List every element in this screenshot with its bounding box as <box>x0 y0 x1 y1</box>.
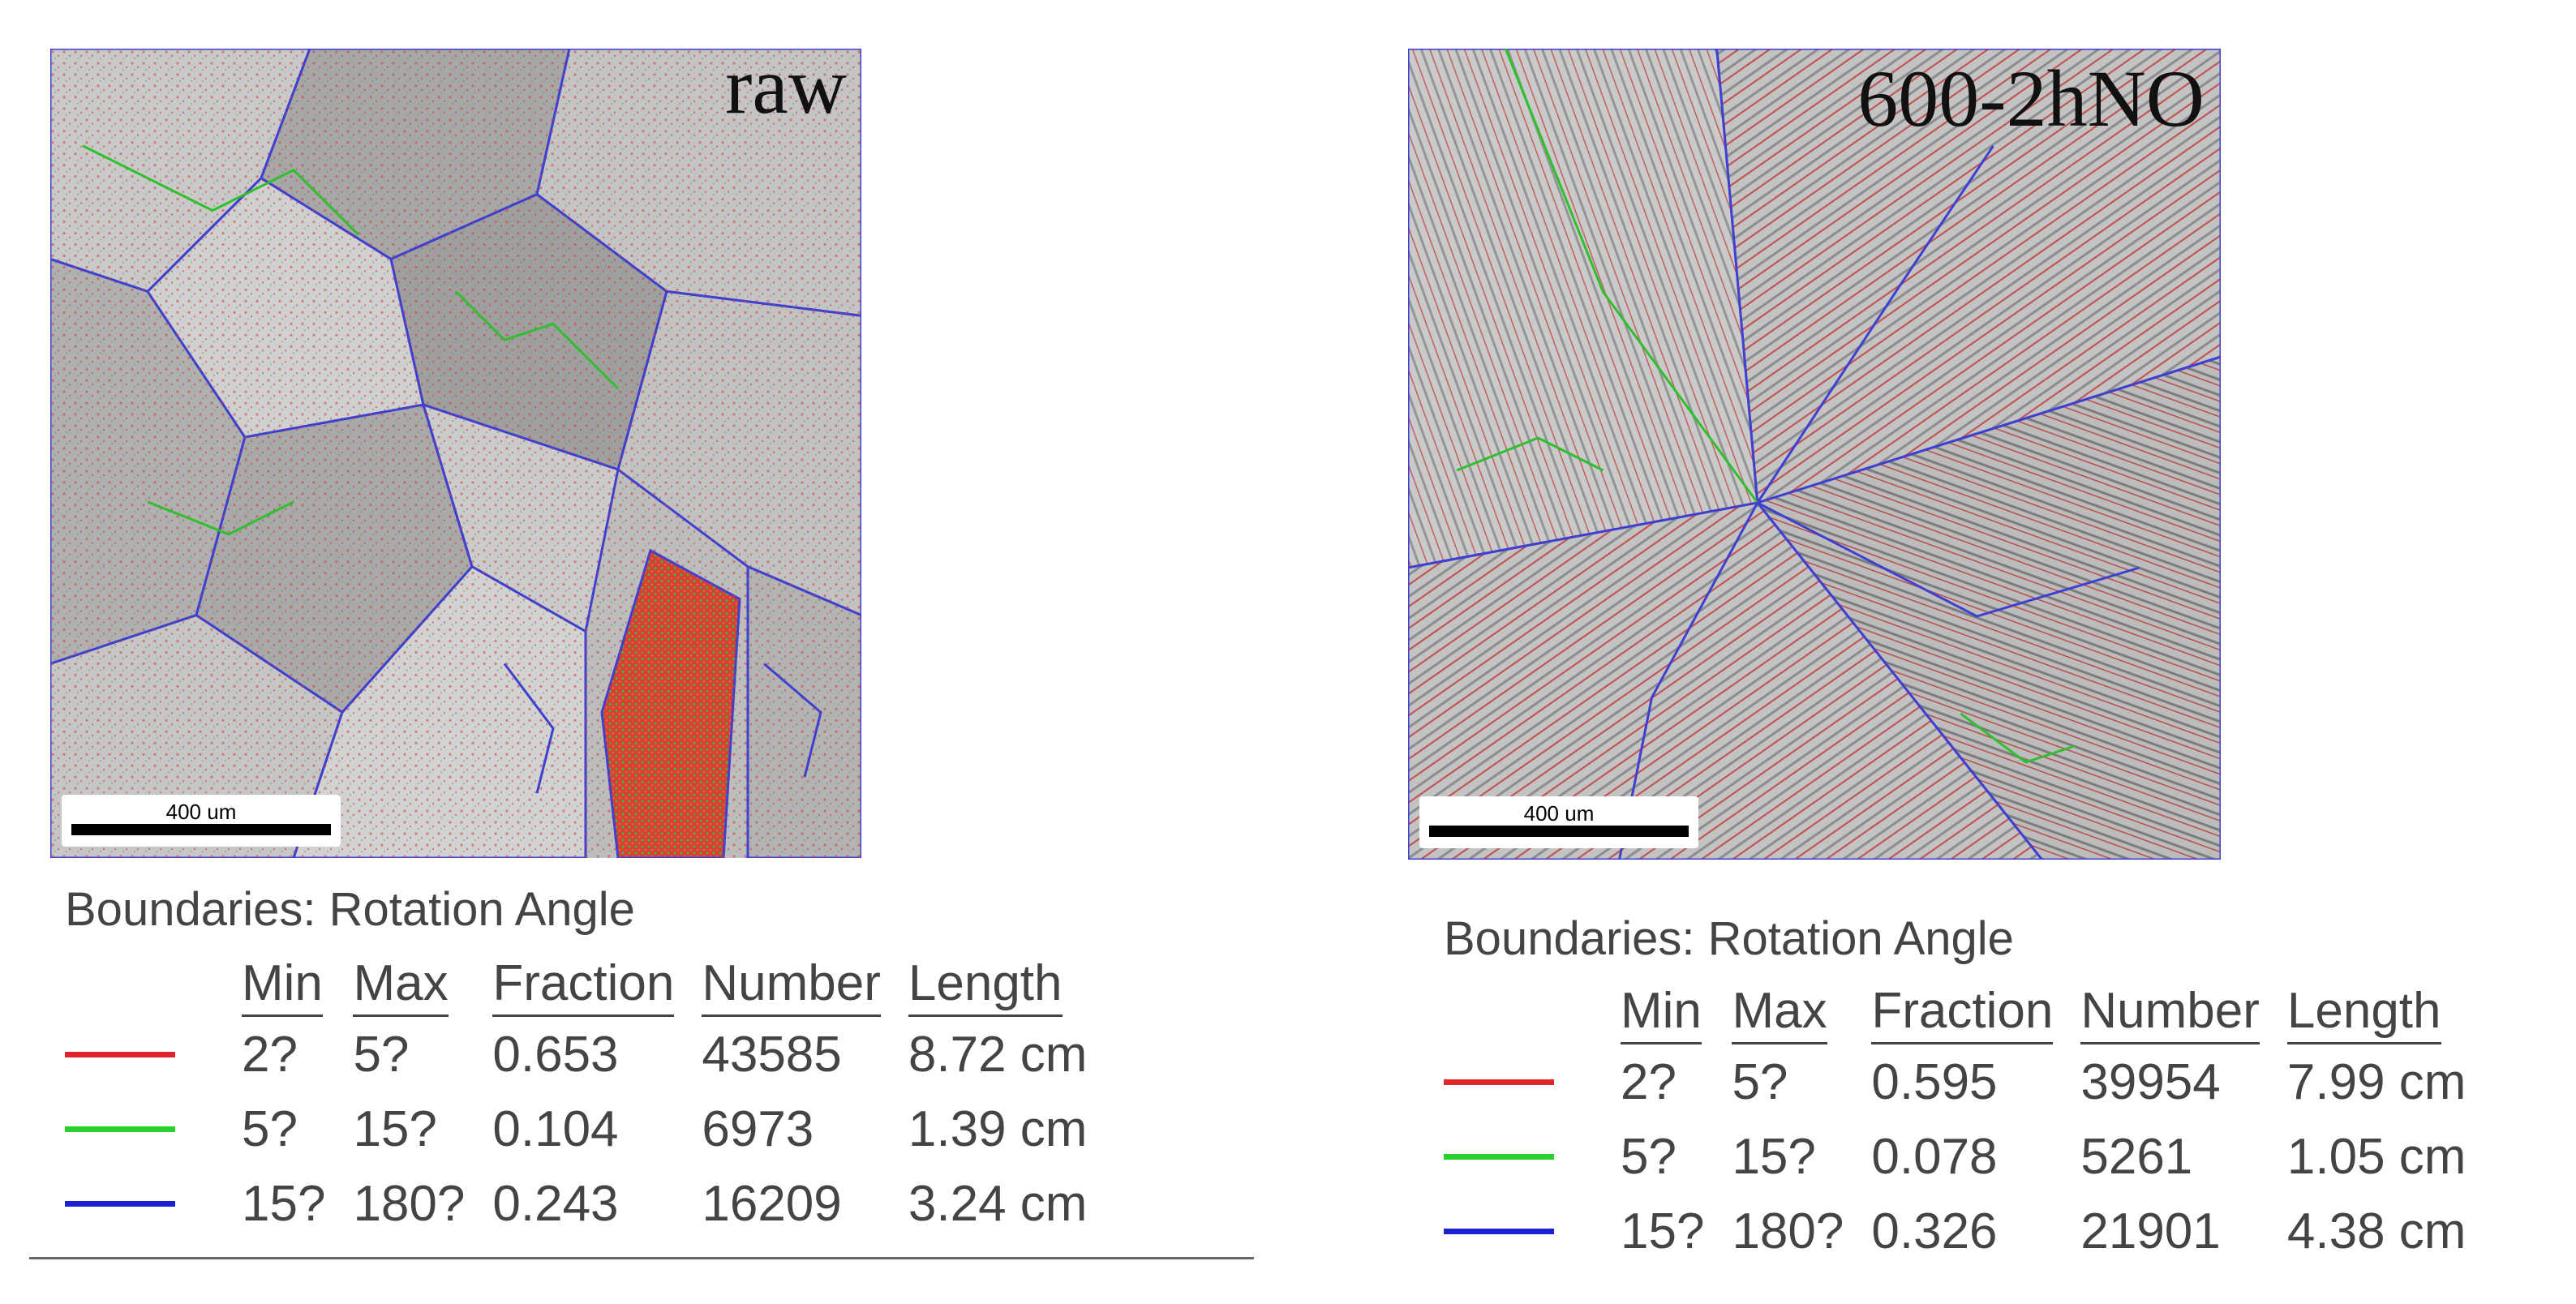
right-row-number: 21901 <box>2080 1203 2221 1259</box>
left-row-max: 5? <box>353 1026 410 1083</box>
left-scale-bar: 400 um <box>62 795 341 847</box>
right-blue-swatch <box>1444 1228 1554 1234</box>
left-legend-header: Min Max Fraction Number Length <box>65 947 1114 1017</box>
right-scale-line <box>1429 826 1689 837</box>
right-row-number: 5261 <box>2080 1128 2193 1185</box>
left-ebsd-map: raw 400 um <box>50 49 861 858</box>
right-header-min: Min <box>1621 983 1702 1044</box>
right-row-length: 1.05 cm <box>2286 1128 2467 1185</box>
right-map-label: 600-2hNO <box>1857 54 2205 144</box>
right-scale-bar: 400 um <box>1419 796 1698 848</box>
right-green-swatch <box>1444 1153 1554 1160</box>
left-map-graphic <box>50 49 861 858</box>
right-header-length: Length <box>2286 983 2441 1044</box>
left-row-fraction: 0.104 <box>492 1100 619 1157</box>
left-row-min: 2? <box>242 1026 298 1083</box>
left-map-label: raw <box>725 49 847 131</box>
right-legend-row: 15? 180? 0.326 21901 4.38 cm <box>1444 1194 2493 1268</box>
right-row-min: 15? <box>1621 1203 1705 1259</box>
left-legend-row: 2? 5? 0.653 43585 8.72 cm <box>65 1017 1114 1092</box>
left-scale-line <box>71 824 331 835</box>
left-legend-row: 15? 180? 0.243 16209 3.24 cm <box>65 1166 1114 1241</box>
right-legend-title: Boundaries: Rotation Angle <box>1444 912 2014 965</box>
left-legend-table: Min Max Fraction Number Length 2? 5? 0.6… <box>65 947 1114 1241</box>
right-map-graphic <box>1408 49 2221 860</box>
right-row-min: 5? <box>1621 1128 1677 1185</box>
left-row-fraction: 0.653 <box>492 1026 619 1083</box>
left-legend-title: Boundaries: Rotation Angle <box>65 883 635 936</box>
right-row-length: 4.38 cm <box>2286 1203 2467 1259</box>
right-row-min: 2? <box>1621 1053 1677 1110</box>
left-row-length: 3.24 cm <box>908 1175 1088 1232</box>
right-row-number: 39954 <box>2080 1053 2221 1110</box>
right-row-fraction: 0.595 <box>1871 1053 1998 1110</box>
right-ebsd-map: 600-2hNO 400 um <box>1408 49 2221 860</box>
left-header-number: Number <box>702 955 881 1017</box>
right-red-swatch <box>1444 1079 1554 1085</box>
left-divider-line <box>29 1257 1254 1259</box>
left-row-fraction: 0.243 <box>492 1175 619 1232</box>
left-green-swatch <box>65 1126 175 1132</box>
left-scale-text: 400 um <box>165 800 237 824</box>
left-row-min: 15? <box>242 1175 326 1232</box>
left-legend-row: 5? 15? 0.104 6973 1.39 cm <box>65 1092 1114 1166</box>
left-row-max: 180? <box>353 1175 466 1232</box>
right-header-number: Number <box>2080 983 2260 1044</box>
left-row-number: 16209 <box>702 1175 842 1232</box>
right-scale-text: 400 um <box>1523 801 1595 826</box>
left-header-min: Min <box>242 955 323 1017</box>
left-header-fraction: Fraction <box>492 955 675 1017</box>
right-row-max: 5? <box>1732 1053 1788 1110</box>
right-row-max: 15? <box>1732 1128 1816 1185</box>
right-legend-row: 2? 5? 0.595 39954 7.99 cm <box>1444 1044 2493 1119</box>
left-row-max: 15? <box>353 1100 437 1157</box>
right-header-fraction: Fraction <box>1871 983 2054 1044</box>
right-legend-header: Min Max Fraction Number Length <box>1444 975 2493 1044</box>
left-header-max: Max <box>353 955 449 1017</box>
left-row-min: 5? <box>242 1100 298 1157</box>
left-red-swatch <box>65 1051 175 1057</box>
left-header-length: Length <box>908 955 1063 1017</box>
right-row-max: 180? <box>1732 1203 1844 1259</box>
right-row-fraction: 0.326 <box>1871 1203 1998 1259</box>
left-row-length: 8.72 cm <box>908 1026 1088 1083</box>
left-row-number: 43585 <box>702 1026 842 1083</box>
right-row-length: 7.99 cm <box>2286 1053 2467 1110</box>
right-legend-row: 5? 15? 0.078 5261 1.05 cm <box>1444 1119 2493 1194</box>
right-legend-table: Min Max Fraction Number Length 2? 5? 0.5… <box>1444 975 2493 1268</box>
right-row-fraction: 0.078 <box>1871 1128 1998 1185</box>
left-row-number: 6973 <box>702 1100 814 1157</box>
left-blue-swatch <box>65 1200 175 1207</box>
left-row-length: 1.39 cm <box>908 1100 1088 1157</box>
right-header-max: Max <box>1732 983 1827 1044</box>
